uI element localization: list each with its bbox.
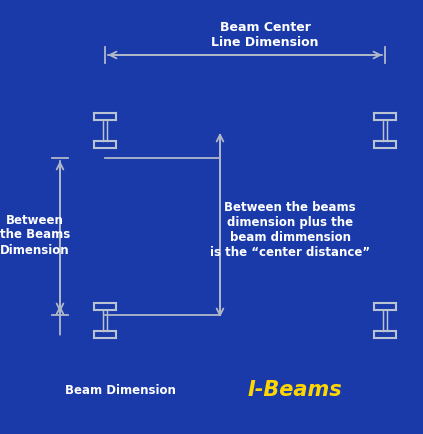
Text: Beam Center
Line Dimension: Beam Center Line Dimension bbox=[211, 21, 319, 49]
Text: Beam Dimension: Beam Dimension bbox=[65, 384, 176, 397]
Text: Between
the Beams
Dimension: Between the Beams Dimension bbox=[0, 214, 70, 256]
Text: I-Beams: I-Beams bbox=[248, 380, 342, 400]
Text: Between the beams
dimension plus the
beam dimmension
is the “center distance”: Between the beams dimension plus the bea… bbox=[210, 201, 370, 259]
